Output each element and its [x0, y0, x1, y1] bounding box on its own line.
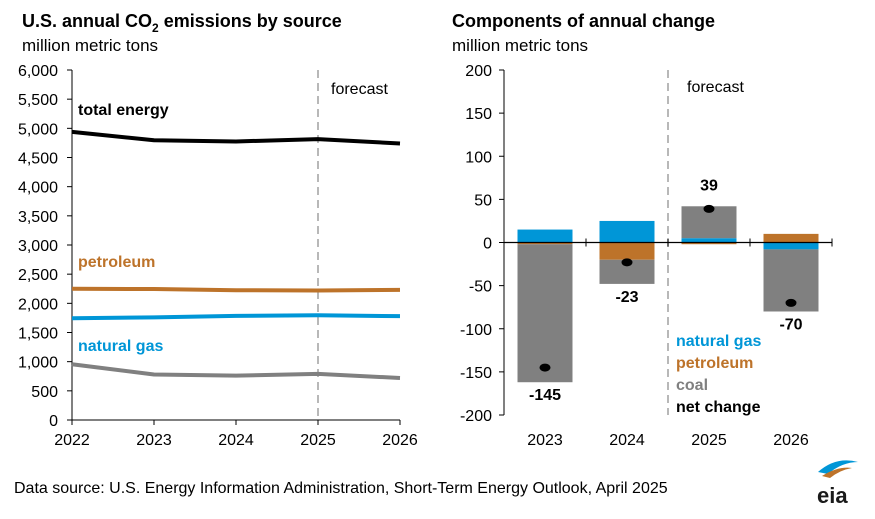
- left-line-chart: 0 500 1,000 1,500 2,000 2,500 3,000 3,500 4,000 4…: [18, 63, 418, 449]
- x-tick-label: 2023: [527, 432, 563, 449]
- y-tick-label: 150: [465, 106, 492, 123]
- y-tick-label: 2,500: [18, 267, 58, 284]
- y-tick-label: 0: [49, 413, 58, 430]
- y-tick-label: 4,500: [18, 151, 58, 168]
- x-tick-label: 2026: [382, 432, 418, 449]
- legend-coal: coal: [676, 377, 708, 394]
- y-tick-label: -100: [460, 322, 492, 339]
- bar-segment-natural-gas: [517, 229, 573, 243]
- y-tick-label: 1,500: [18, 326, 58, 343]
- bar-segment-natural-gas: [763, 242, 819, 250]
- x-tick-label: 2025: [300, 432, 336, 449]
- net-change-label: -23: [615, 289, 638, 306]
- series-line-natural-gas: [71, 313, 401, 321]
- y-tick-label: 6,000: [18, 63, 58, 80]
- bar-segment-coal: [517, 244, 573, 383]
- net-change-label: -70: [779, 317, 802, 334]
- y-tick-label: -50: [469, 279, 492, 296]
- y-tick-label: 200: [465, 63, 492, 80]
- data-source-note: Data source: U.S. Energy Information Adm…: [14, 480, 668, 497]
- right-forecast-label: forecast: [687, 79, 744, 96]
- net-change-marker: [785, 298, 797, 307]
- left-chart-subtitle: million metric tons: [22, 36, 158, 55]
- legend-petroleum: petroleum: [676, 355, 753, 372]
- y-tick-label: 3,500: [18, 209, 58, 226]
- net-change-label: 39: [700, 177, 718, 194]
- eia-logo-swoosh-blue: [818, 460, 858, 474]
- eia-logo-text: eia: [817, 483, 848, 508]
- net-change-marker: [703, 204, 715, 213]
- left-forecast-label: forecast: [331, 81, 388, 98]
- y-tick-label: 500: [31, 384, 58, 401]
- net-change-marker: [539, 363, 551, 372]
- bar-segment-petroleum: [599, 242, 655, 260]
- x-tick-label: 2025: [691, 432, 727, 449]
- y-tick-label: -200: [460, 408, 492, 425]
- y-tick-label: 100: [465, 149, 492, 166]
- y-tick-label: 3,000: [18, 238, 58, 255]
- y-tick-label: -150: [460, 365, 492, 382]
- net-change-label: -145: [529, 387, 561, 404]
- bar-segment-natural-gas: [681, 238, 737, 243]
- bar-segment-natural-gas: [599, 220, 655, 243]
- series-label-total-energy: total energy: [78, 102, 169, 119]
- legend-net-change: net change: [676, 399, 761, 416]
- y-tick-label: 50: [474, 192, 492, 209]
- eia-logo: eia: [817, 460, 858, 508]
- right-bar-chart: -200 -150 -100 -50 0 50 100 150 200 2023 -145 2024 -…: [460, 63, 833, 449]
- series-label-natural-gas: natural gas: [78, 338, 163, 355]
- eia-logo-swoosh-orange: [822, 467, 852, 478]
- bar-segment-petroleum: [763, 233, 819, 243]
- right-chart-subtitle: million metric tons: [452, 36, 588, 55]
- x-tick-label: 2024: [609, 432, 645, 449]
- series-label-petroleum: petroleum: [78, 254, 155, 271]
- series-line-petroleum: [71, 286, 401, 293]
- x-tick-label: 2023: [136, 432, 172, 449]
- x-tick-label: 2022: [54, 432, 90, 449]
- series-line-total-energy: [71, 129, 401, 146]
- left-chart-title: U.S. annual CO2 emissions by source: [22, 11, 342, 35]
- bar-segment-petroleum: [517, 242, 573, 245]
- y-tick-label: 4,000: [18, 180, 58, 197]
- y-tick-label: 5,500: [18, 92, 58, 109]
- x-tick-label: 2024: [218, 432, 254, 449]
- y-tick-label: 0: [483, 236, 492, 253]
- y-tick-label: 1,000: [18, 355, 58, 372]
- x-tick-label: 2026: [773, 432, 809, 449]
- series-line-coal: [71, 362, 401, 380]
- legend-natural-gas: natural gas: [676, 333, 761, 350]
- y-tick-label: 2,000: [18, 296, 58, 313]
- right-chart-title: Components of annual change: [452, 11, 715, 31]
- net-change-marker: [621, 258, 633, 267]
- bar-segment-petroleum: [681, 242, 737, 245]
- y-tick-label: 5,000: [18, 121, 58, 138]
